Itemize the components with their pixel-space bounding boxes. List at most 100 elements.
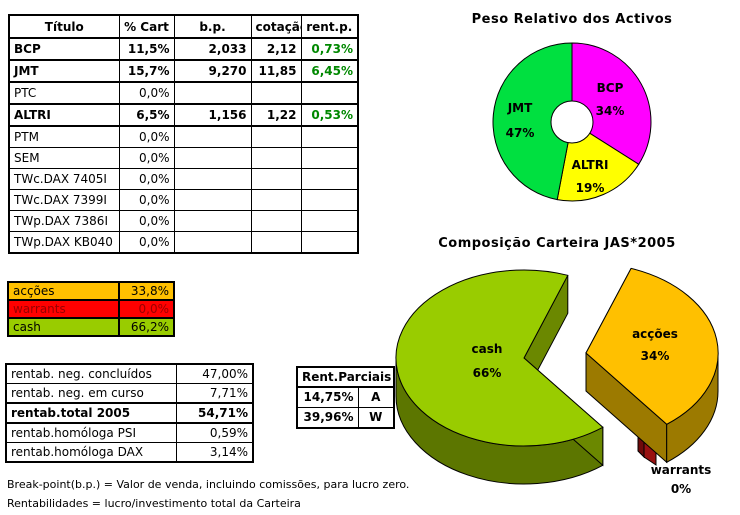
cell-parciais-code[interactable]: W bbox=[357, 407, 395, 429]
cell-bp[interactable] bbox=[173, 147, 252, 169]
cell-perf-value[interactable]: 54,71% bbox=[175, 402, 254, 424]
cell-rentp[interactable] bbox=[300, 81, 359, 105]
cell-bp[interactable] bbox=[173, 125, 252, 148]
cell-cart[interactable]: 6,5% bbox=[118, 103, 175, 127]
col-header-cart[interactable]: % Cart bbox=[118, 14, 175, 39]
donut-label-jmt-pct: 47% bbox=[506, 126, 535, 140]
cell-rentp[interactable] bbox=[300, 147, 359, 169]
donut-label-altri-pct: 19% bbox=[576, 181, 605, 195]
cell-cotacao[interactable] bbox=[250, 125, 302, 148]
cell-cart[interactable]: 0,0% bbox=[118, 210, 175, 232]
cell-cotacao[interactable] bbox=[250, 210, 302, 232]
cell-parciais-value[interactable]: 14,75% bbox=[296, 386, 359, 408]
cell-titulo[interactable]: PTC bbox=[8, 81, 120, 105]
cell-titulo[interactable]: JMT bbox=[8, 59, 120, 83]
cell-bp[interactable] bbox=[173, 231, 252, 254]
cell-bp[interactable] bbox=[173, 168, 252, 190]
cell-titulo[interactable]: BCP bbox=[8, 37, 120, 61]
cell-alloc-value[interactable]: 0,0% bbox=[118, 299, 175, 319]
cell-cart[interactable]: 0,0% bbox=[118, 147, 175, 169]
cell-cotacao[interactable] bbox=[250, 147, 302, 169]
table-row: TWp.DAX 7386I 0,0% bbox=[8, 210, 359, 232]
pie3d-chart-title: Composição Carteira JAS*2005 bbox=[438, 236, 676, 251]
pie3d-slice-accoes[interactable] bbox=[585, 267, 719, 425]
cell-perf-value[interactable]: 47,00% bbox=[175, 363, 254, 384]
cell-cotacao[interactable] bbox=[250, 231, 302, 254]
cell-cotacao[interactable] bbox=[250, 189, 302, 211]
cell-rentp[interactable]: 0,73% bbox=[300, 37, 359, 61]
cell-cart[interactable]: 15,7% bbox=[118, 59, 175, 83]
cell-perf-label[interactable]: rentab.homóloga PSI bbox=[5, 422, 177, 443]
cell-titulo[interactable]: TWp.DAX KB040 bbox=[8, 231, 120, 254]
donut-label-jmt: JMT bbox=[507, 101, 533, 115]
cell-bp[interactable] bbox=[173, 210, 252, 232]
cell-cart[interactable]: 0,0% bbox=[118, 125, 175, 148]
cell-cart[interactable]: 0,0% bbox=[118, 231, 175, 254]
positions-header-row: Título % Cart b.p. cotação rent.p. bbox=[8, 14, 359, 39]
table-row: rentab.homóloga PSI 0,59% bbox=[5, 422, 254, 443]
cell-bp[interactable] bbox=[173, 189, 252, 211]
cell-alloc-value[interactable]: 33,8% bbox=[118, 281, 175, 301]
cell-rentp[interactable] bbox=[300, 231, 359, 254]
cell-perf-value[interactable]: 0,59% bbox=[175, 422, 254, 443]
cell-titulo[interactable]: SEM bbox=[8, 147, 120, 169]
cell-titulo[interactable]: ALTRI bbox=[8, 103, 120, 127]
donut-slice-jmt[interactable] bbox=[492, 42, 573, 201]
table-row: TWp.DAX KB040 0,0% bbox=[8, 231, 359, 254]
cell-rentp[interactable] bbox=[300, 189, 359, 211]
cell-alloc-label[interactable]: warrants bbox=[7, 299, 120, 319]
col-header-rentp[interactable]: rent.p. bbox=[300, 14, 359, 39]
cell-alloc-label[interactable]: acções bbox=[7, 281, 120, 301]
cell-cart[interactable]: 0,0% bbox=[118, 168, 175, 190]
cell-bp[interactable]: 2,033 bbox=[173, 37, 252, 61]
col-header-cotacao[interactable]: cotação bbox=[250, 14, 302, 39]
cell-perf-label[interactable]: rentab.total 2005 bbox=[5, 402, 177, 424]
cell-perf-label[interactable]: rentab. neg. concluídos bbox=[5, 363, 177, 384]
cell-bp[interactable]: 9,270 bbox=[173, 59, 252, 83]
table-row: Rent.Parciais bbox=[296, 366, 395, 388]
cell-rentp[interactable] bbox=[300, 168, 359, 190]
table-row: 39,96% W bbox=[296, 407, 395, 429]
pie3d-label-warrants: warrants bbox=[651, 463, 712, 477]
cell-perf-value[interactable]: 3,14% bbox=[175, 442, 254, 463]
donut-label-bcp-pct: 34% bbox=[596, 104, 625, 118]
cell-perf-value[interactable]: 7,71% bbox=[175, 383, 254, 404]
cell-cotacao[interactable] bbox=[250, 81, 302, 105]
col-header-titulo[interactable]: Título bbox=[8, 14, 120, 39]
cell-cotacao[interactable]: 2,12 bbox=[250, 37, 302, 61]
cell-titulo[interactable]: TWc.DAX 7399I bbox=[8, 189, 120, 211]
cell-cotacao[interactable]: 11,85 bbox=[250, 59, 302, 83]
table-row: TWc.DAX 7405I 0,0% bbox=[8, 168, 359, 190]
cell-cart[interactable]: 0,0% bbox=[118, 189, 175, 211]
col-header-bp[interactable]: b.p. bbox=[173, 14, 252, 39]
cell-alloc-label[interactable]: cash bbox=[7, 317, 120, 337]
cell-rentp[interactable]: 0,53% bbox=[300, 103, 359, 127]
cell-titulo[interactable]: PTM bbox=[8, 125, 120, 148]
donut-chart: BCP 34% JMT 47% ALTRI 19% bbox=[492, 42, 652, 202]
pie3d-slice-cash[interactable] bbox=[395, 269, 604, 447]
cell-bp[interactable] bbox=[173, 81, 252, 105]
cell-cart[interactable]: 0,0% bbox=[118, 81, 175, 105]
cell-titulo[interactable]: TWc.DAX 7405I bbox=[8, 168, 120, 190]
table-row-total: rentab.total 2005 54,71% bbox=[5, 402, 254, 424]
cell-perf-label[interactable]: rentab.homóloga DAX bbox=[5, 442, 177, 463]
cell-cotacao[interactable] bbox=[250, 168, 302, 190]
cell-perf-label[interactable]: rentab. neg. em curso bbox=[5, 383, 177, 404]
cell-rentp[interactable]: 6,45% bbox=[300, 59, 359, 83]
table-row: cash 66,2% bbox=[7, 317, 175, 337]
cell-cart[interactable]: 11,5% bbox=[118, 37, 175, 61]
table-row: rentab. neg. concluídos 47,00% bbox=[5, 363, 254, 384]
cell-bp[interactable]: 1,156 bbox=[173, 103, 252, 127]
parciais-title[interactable]: Rent.Parciais bbox=[296, 366, 395, 388]
cell-alloc-value[interactable]: 66,2% bbox=[118, 317, 175, 337]
allocation-table: acções 33,8% warrants 0,0% cash 66,2% bbox=[7, 281, 175, 337]
cell-rentp[interactable] bbox=[300, 210, 359, 232]
cell-titulo[interactable]: TWp.DAX 7386I bbox=[8, 210, 120, 232]
positions-table: Título % Cart b.p. cotação rent.p. BCP 1… bbox=[8, 14, 359, 254]
pie3d-label-cash-pct: 66% bbox=[473, 366, 502, 380]
cell-cotacao[interactable]: 1,22 bbox=[250, 103, 302, 127]
cell-parciais-value[interactable]: 39,96% bbox=[296, 407, 359, 429]
donut-hole bbox=[550, 100, 594, 144]
cell-rentp[interactable] bbox=[300, 125, 359, 148]
